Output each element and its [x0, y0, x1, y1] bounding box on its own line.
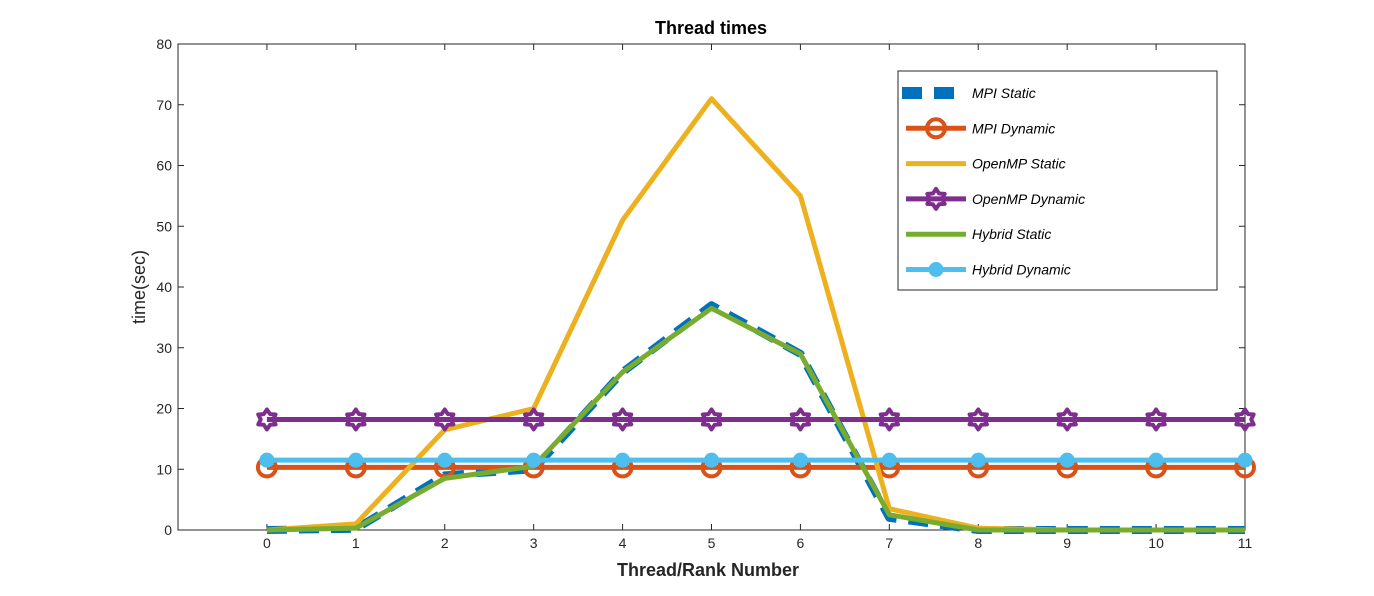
- legend-entry: MPI Dynamic: [906, 117, 1055, 140]
- data-point: [967, 407, 989, 432]
- legend-label: OpenMP Static: [972, 156, 1066, 172]
- legend-entry: OpenMP Static: [906, 156, 1066, 172]
- data-point: [700, 407, 723, 432]
- chart-title: Thread times: [655, 18, 767, 38]
- legend-label: MPI Static: [972, 85, 1036, 101]
- legend-label: Hybrid Dynamic: [972, 262, 1071, 278]
- x-tick-label: 10: [1148, 535, 1164, 551]
- x-tick-label: 8: [974, 535, 982, 551]
- x-tick-label: 6: [797, 535, 805, 551]
- x-tick-label: 4: [619, 535, 627, 551]
- data-point: [348, 452, 364, 468]
- data-point: [611, 407, 634, 432]
- y-tick-label: 30: [156, 340, 172, 356]
- data-point: [615, 452, 631, 468]
- data-point: [259, 452, 275, 468]
- legend-marker: [925, 186, 947, 211]
- series-hybrid-dynamic: [259, 452, 1253, 468]
- y-tick-label: 60: [156, 158, 172, 174]
- data-point: [526, 452, 542, 468]
- data-point: [881, 452, 897, 468]
- data-point: [523, 407, 545, 432]
- x-tick-label: 0: [263, 535, 271, 551]
- data-point: [1234, 407, 1256, 432]
- legend-entry: Hybrid Static: [906, 226, 1051, 242]
- x-tick-label: 3: [530, 535, 538, 551]
- legend-label: Hybrid Static: [972, 226, 1051, 242]
- y-axis-title: time(sec): [129, 250, 149, 324]
- y-tick-label: 10: [156, 461, 172, 477]
- legend: MPI Static MPI Dynamic OpenMP Static OpenMP…: [897, 70, 1218, 291]
- data-point: [1059, 452, 1075, 468]
- legend-marker: [928, 262, 944, 277]
- legend-entry: Hybrid Dynamic: [906, 262, 1071, 278]
- x-tick-label: 9: [1063, 535, 1071, 551]
- legend-entry: MPI Static: [902, 85, 1036, 101]
- data-point: [704, 452, 719, 468]
- y-tick-label: 0: [164, 522, 172, 538]
- legend-label: OpenMP Dynamic: [972, 191, 1085, 207]
- x-tick-label: 2: [441, 535, 449, 551]
- legend-label: MPI Dynamic: [972, 120, 1055, 136]
- data-point: [256, 407, 278, 432]
- data-point: [1056, 407, 1078, 432]
- data-point: [1237, 452, 1253, 468]
- legend-entry: OpenMP Dynamic: [906, 186, 1085, 211]
- legend-box: [897, 70, 1218, 291]
- data-point: [437, 452, 453, 468]
- y-tick-label: 40: [156, 279, 172, 295]
- data-point: [970, 452, 986, 468]
- data-point: [345, 407, 367, 432]
- y-tick-label: 70: [156, 97, 172, 113]
- data-point: [792, 452, 808, 468]
- x-axis-title: Thread/Rank Number: [617, 560, 799, 580]
- series-hybrid-static: [266, 305, 1245, 533]
- x-tick-label: 11: [1238, 535, 1253, 551]
- y-tick-label: 20: [156, 401, 172, 417]
- data-point: [789, 407, 812, 432]
- data-point: [1145, 407, 1167, 432]
- x-tick-label: 7: [885, 535, 893, 551]
- x-tick-label: 1: [352, 535, 360, 551]
- y-tick-label: 80: [156, 36, 172, 52]
- data-point: [434, 407, 456, 432]
- y-tick-label: 50: [156, 218, 172, 234]
- data-point: [1148, 452, 1164, 468]
- series-line: [266, 305, 1245, 533]
- x-tick-label: 5: [708, 535, 716, 551]
- series-openmp-dynamic: [256, 407, 1256, 432]
- data-point: [878, 407, 900, 432]
- legend-marker: [925, 117, 947, 140]
